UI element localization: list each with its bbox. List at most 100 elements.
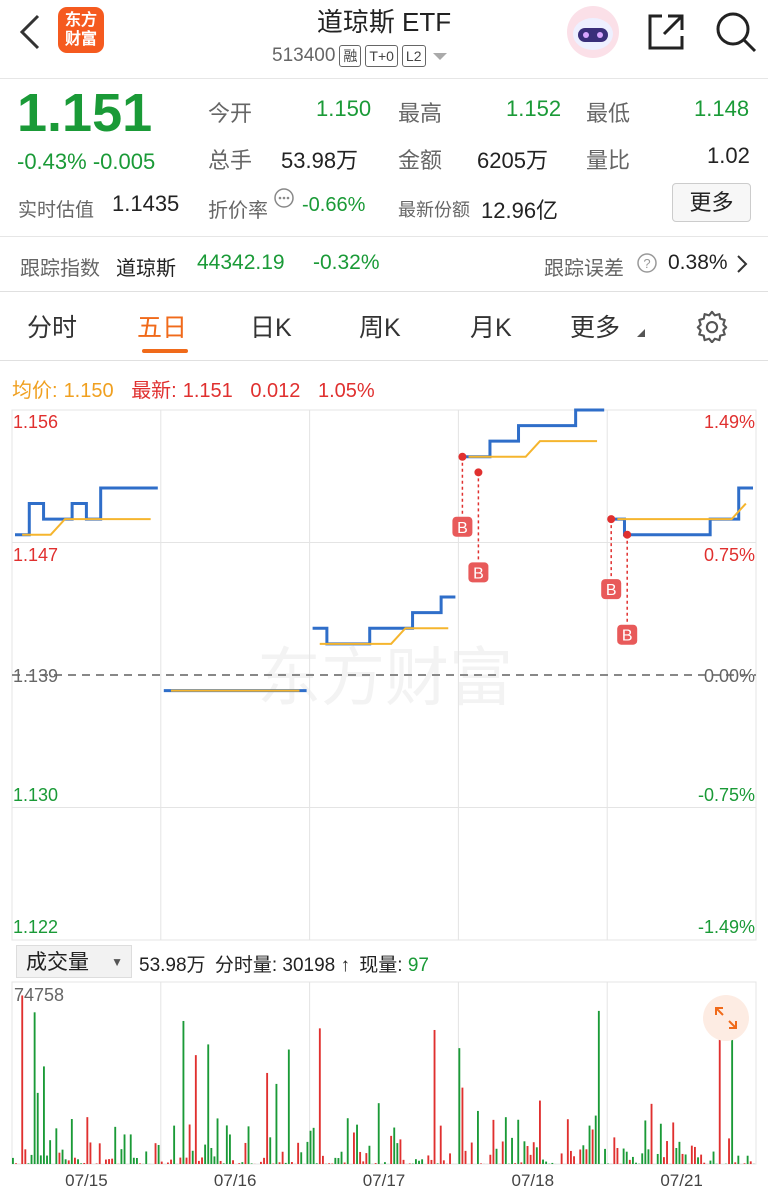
y-right-tick: -0.75% <box>697 785 755 805</box>
volume-bar <box>284 1162 287 1164</box>
volume-bar <box>198 1160 200 1164</box>
divider <box>0 291 768 292</box>
open-label: 今开 <box>208 101 253 126</box>
volume-bar <box>746 1155 749 1164</box>
x-axis-date-label: 07/16 <box>214 1171 257 1190</box>
volume-bar <box>545 1161 548 1164</box>
volume-bar <box>15 1163 17 1164</box>
y-left-tick: 1.139 <box>13 666 59 686</box>
assistant-avatar-icon[interactable] <box>562 4 624 60</box>
tab-intraday[interactable]: 分时 <box>27 314 78 342</box>
volume-bar <box>641 1153 644 1164</box>
volume-bar <box>300 1152 303 1164</box>
volume-bar <box>201 1157 203 1164</box>
volume-bar <box>287 1049 290 1164</box>
volume-bar <box>263 1157 265 1164</box>
search-icon[interactable] <box>714 10 758 54</box>
buy-marker[interactable] <box>617 624 638 645</box>
security-code-row[interactable]: 513400 融 T+0 L2 <box>272 45 450 67</box>
price-series-line <box>610 486 753 537</box>
volume-bar <box>204 1144 207 1164</box>
volume-bar <box>734 1162 737 1164</box>
corner-arrow-icon <box>637 329 645 337</box>
tab-monthly-k[interactable]: 月K <box>470 314 512 342</box>
buy-marker[interactable] <box>452 516 473 537</box>
buy-marker-label: B <box>606 582 617 599</box>
legend-change-pct: 1.05% <box>318 380 375 402</box>
last-value: 1.151 <box>182 380 233 402</box>
five-day-price-chart[interactable]: 东方财富 B B B B <box>0 400 768 945</box>
tracking-index-name: 道琼斯 <box>116 258 176 280</box>
indicator-select[interactable]: 成交量 ▼ <box>16 945 132 978</box>
divider <box>0 360 768 361</box>
volume-bar <box>70 1119 73 1164</box>
volume-bar <box>275 1083 278 1164</box>
amount-label: 金额 <box>398 148 443 173</box>
tab-daily-k[interactable]: 日K <box>250 314 292 342</box>
volume-bar <box>628 1159 631 1164</box>
shares-label: 最新份额 <box>398 200 470 220</box>
share-icon[interactable] <box>646 12 688 52</box>
settings-gear-icon[interactable] <box>695 309 729 343</box>
volume-bar <box>464 1150 467 1164</box>
volume-bar <box>49 1140 52 1164</box>
info-dots-icon[interactable] <box>273 187 295 209</box>
volume-bar <box>281 1151 284 1164</box>
volume-bar <box>666 1141 668 1164</box>
volume-bar <box>353 1132 355 1164</box>
dropdown-arrow-icon: ▼ <box>111 955 123 969</box>
volume-bar <box>613 1137 616 1164</box>
volume-bar <box>439 1125 442 1164</box>
expand-icon <box>715 1007 737 1029</box>
volume-bar <box>616 1148 619 1164</box>
volume-bar <box>415 1159 417 1164</box>
volume-bar <box>597 1010 600 1164</box>
y-left-tick: 1.130 <box>13 785 59 805</box>
volume-bar <box>737 1155 740 1164</box>
legend-change: 0.012 <box>250 380 301 402</box>
volume-bar <box>644 1120 647 1164</box>
volume-bar <box>340 1151 343 1164</box>
volume-bar <box>368 1145 371 1164</box>
volume-bar <box>86 1117 89 1164</box>
volume-bar <box>551 1162 554 1164</box>
volume-bar <box>207 1044 210 1164</box>
tab-more[interactable]: 更多 <box>570 314 621 342</box>
minute-volume-value: 30198 <box>282 955 336 976</box>
help-icon[interactable]: ? <box>636 252 658 274</box>
volume-bar <box>449 1153 451 1164</box>
tab-weekly-k[interactable]: 周K <box>359 314 401 342</box>
buy-marker[interactable] <box>601 579 622 600</box>
volume-bar <box>356 1124 358 1164</box>
volume-bar <box>225 1125 228 1164</box>
shares-value: 12.96亿 <box>481 198 559 223</box>
volume-bar <box>418 1160 420 1164</box>
tab-five-day[interactable]: 五日 <box>137 314 188 342</box>
buy-marker[interactable] <box>468 562 489 583</box>
l2-tag: L2 <box>401 45 426 67</box>
volume-bar <box>675 1147 678 1164</box>
expand-button[interactable] <box>703 995 749 1041</box>
volume-bar <box>570 1150 572 1164</box>
tracking-index-value: 44342.19 <box>197 251 285 274</box>
volume-bar <box>139 1163 141 1164</box>
buy-marker-label: B <box>622 628 633 645</box>
volume-bar <box>278 1162 281 1164</box>
volume-chart[interactable]: 07/15 07/16 07/17 07/18 07/21 <box>0 978 768 1196</box>
chevron-right-icon[interactable] <box>735 254 749 274</box>
volume-bar <box>480 1163 482 1164</box>
volume-bar <box>421 1159 424 1164</box>
volume-bar <box>542 1159 544 1164</box>
volume-bar <box>167 1162 169 1164</box>
volume-bar <box>399 1139 402 1164</box>
volume-bar <box>743 1163 746 1164</box>
volume-bar <box>266 1072 269 1164</box>
more-quote-button[interactable]: 更多 <box>672 183 751 222</box>
volume-bar <box>523 1141 526 1164</box>
back-icon[interactable] <box>18 14 42 50</box>
volume-bar <box>247 1126 250 1164</box>
volume-bar <box>560 1153 563 1164</box>
volume-bar <box>46 1155 48 1164</box>
watermark: 东方财富 <box>257 642 513 714</box>
y-right-tick: 0.00% <box>703 666 755 686</box>
